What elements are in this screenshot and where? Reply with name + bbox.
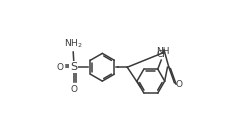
Text: O: O [56,63,63,72]
Text: NH: NH [157,47,170,56]
Text: O: O [176,80,183,89]
Text: O: O [70,85,77,94]
Text: S: S [70,62,77,72]
Text: NH$_2$: NH$_2$ [64,37,82,50]
Text: Cl: Cl [157,50,166,59]
